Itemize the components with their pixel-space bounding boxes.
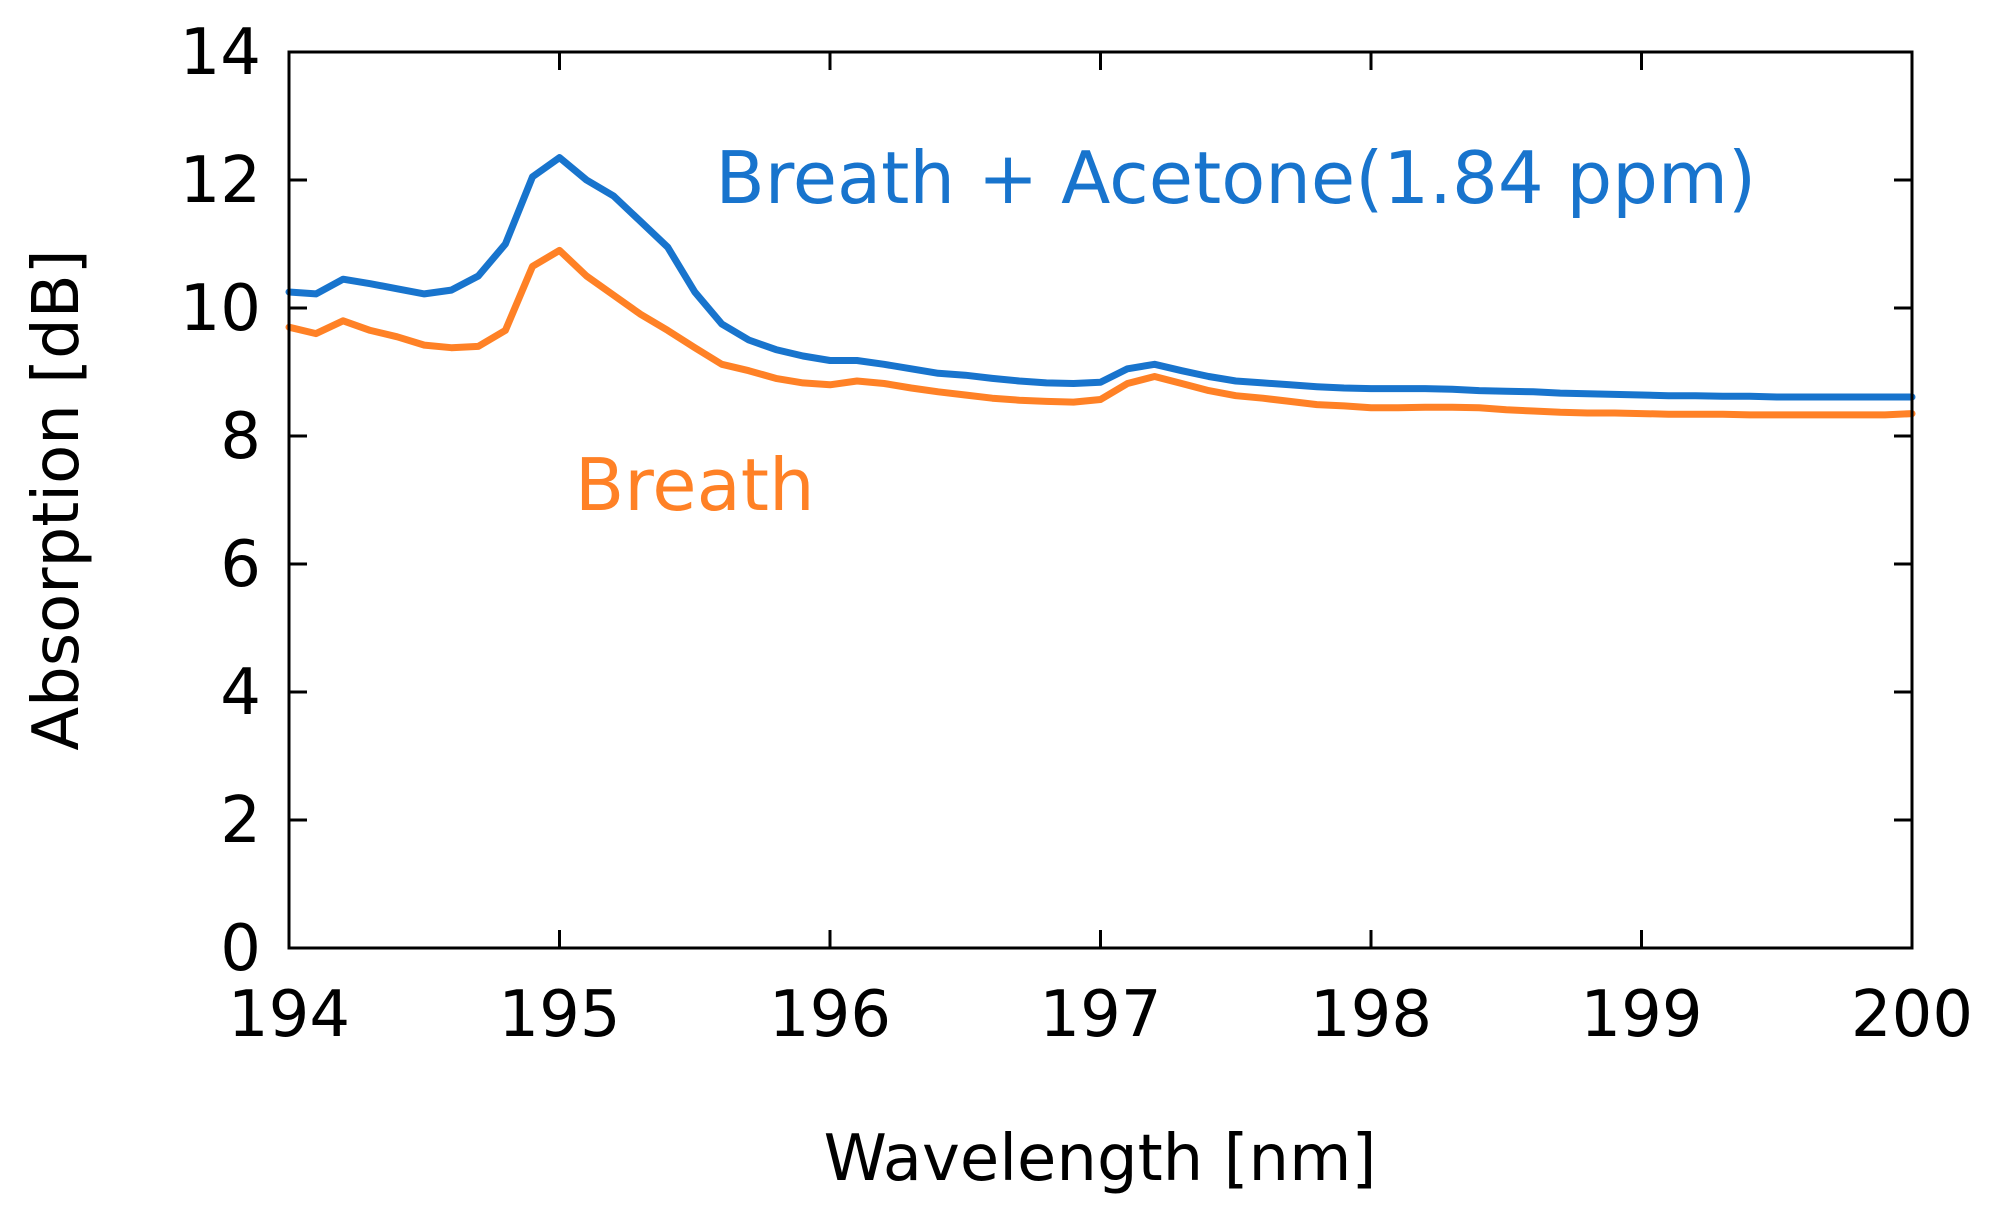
series-label-breath: Breath bbox=[575, 443, 815, 527]
series-line-breath-acetone bbox=[285, 154, 1916, 401]
x-axis-title: Wavelength [nm] bbox=[824, 1122, 1377, 1196]
y-tick-label: 0 bbox=[220, 912, 261, 986]
y-tick-label: 2 bbox=[220, 784, 261, 858]
tick-layer: 0 2 4 6 8 10 12 14 194 195 196 197 198 199 200 bbox=[180, 16, 1974, 1052]
y-tick-label: 8 bbox=[220, 400, 261, 474]
y-tick-label: 12 bbox=[180, 144, 261, 218]
y-axis-title: Absorption [dB] bbox=[20, 249, 94, 750]
x-tick-label: 200 bbox=[1851, 978, 1973, 1052]
y-tick-label: 14 bbox=[180, 16, 261, 90]
x-tick-label: 197 bbox=[1039, 978, 1161, 1052]
y-tick-label: 4 bbox=[220, 656, 261, 730]
x-tick-label: 195 bbox=[498, 978, 620, 1052]
series-line-breath bbox=[285, 246, 1916, 419]
x-tick-label: 194 bbox=[228, 978, 350, 1052]
series-layer bbox=[285, 154, 1916, 419]
x-tick-label: 198 bbox=[1310, 978, 1432, 1052]
y-tick-label: 6 bbox=[220, 528, 261, 602]
x-tick-label: 196 bbox=[769, 978, 891, 1052]
label-layer: Breath + Acetone(1.84 ppm) Breath bbox=[575, 136, 1756, 527]
y-tick-label: 10 bbox=[180, 272, 261, 346]
series-label-breath-acetone: Breath + Acetone(1.84 ppm) bbox=[715, 136, 1756, 220]
x-tick-label: 199 bbox=[1580, 978, 1702, 1052]
